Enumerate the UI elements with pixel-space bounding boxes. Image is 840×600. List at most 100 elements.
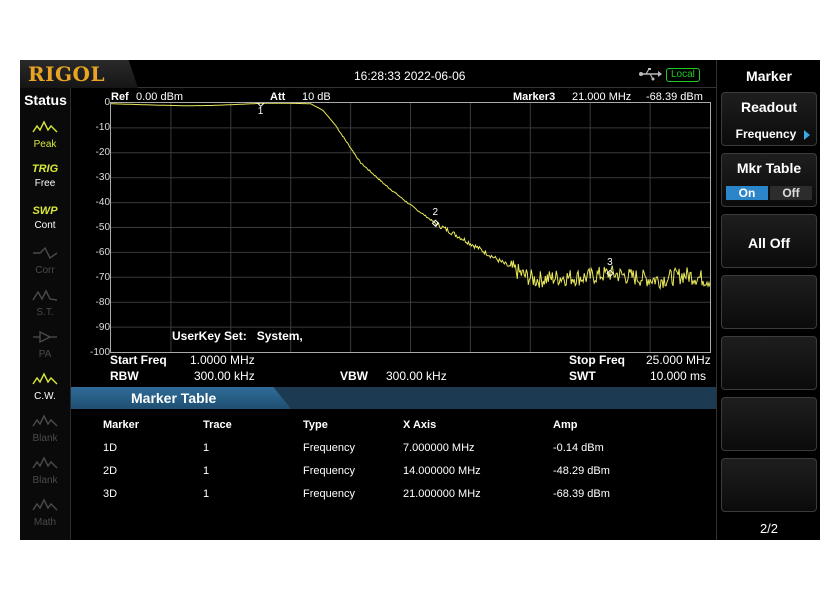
userkey-set: UserKey Set: System,	[172, 329, 303, 343]
cell-type: Frequency	[303, 465, 355, 477]
cell-type: Frequency	[303, 488, 355, 500]
start-freq-label: Start Freq	[110, 353, 167, 367]
y-tick-label: -40	[95, 197, 110, 208]
status-title: Status	[24, 92, 67, 108]
stop-freq-label: Stop Freq	[569, 353, 625, 367]
all-off-label: All Off	[748, 235, 790, 251]
att-value[interactable]: 10 dB	[302, 91, 331, 103]
softkey-menu: Marker Readout Frequency Mkr Table On Of…	[716, 60, 820, 540]
status-pa[interactable]: PA	[25, 328, 65, 364]
empty-softkey-6[interactable]	[721, 397, 817, 451]
status-trigger[interactable]: TRIG Free	[25, 160, 65, 196]
marker-table-title: Marker Table	[131, 390, 217, 406]
marker-readout-amp: -68.39 dBm	[646, 91, 703, 103]
status-blank-1-label: Blank	[32, 433, 58, 444]
status-blank-2[interactable]: Blank	[25, 454, 65, 490]
usb-icon	[639, 68, 662, 81]
cell-x-axis: 7.000000 MHz	[403, 442, 475, 454]
cell-type: Frequency	[303, 442, 355, 454]
cell-marker: 2D	[103, 465, 118, 477]
marker-table-tab: Marker Table	[71, 387, 291, 409]
cell-amp: -0.14 dBm	[553, 442, 604, 454]
y-tick-label: -50	[95, 222, 110, 233]
empty-softkey-4[interactable]	[721, 275, 817, 329]
status-st-label: S.T.	[36, 307, 54, 318]
status-corr-label: Corr	[35, 265, 55, 276]
blank-icon	[32, 456, 58, 469]
marker-readout-freq: 21.000 MHz	[572, 91, 632, 103]
brand-logo: RIGOL	[28, 62, 106, 86]
empty-softkey-5[interactable]	[721, 336, 817, 390]
ref-value[interactable]: 0.00 dBm	[136, 91, 184, 103]
blank-icon	[32, 414, 58, 427]
status-cw-label: C.W.	[34, 391, 56, 402]
status-blank-1[interactable]: Blank	[25, 412, 65, 448]
status-peak[interactable]: Peak	[25, 118, 65, 154]
stop-freq-value[interactable]: 25.000 MHz	[646, 353, 711, 367]
status-cw[interactable]: C.W.	[25, 370, 65, 406]
empty-softkey-7[interactable]	[721, 458, 817, 512]
marker-group	[257, 103, 614, 277]
marker-3-label: 3	[607, 257, 613, 269]
y-tick-label: -20	[95, 147, 110, 158]
y-tick-label: -30	[95, 172, 110, 183]
readout-label: Readout	[741, 99, 797, 115]
y-tick-label: -70	[95, 272, 110, 283]
status-blank-2-label: Blank	[32, 475, 58, 486]
swp-icon: SWP	[32, 205, 58, 217]
vbw-label: VBW	[340, 369, 368, 383]
status-corr[interactable]: Corr	[25, 244, 65, 280]
y-tick-label: -80	[95, 297, 110, 308]
rbw-value[interactable]: 300.00 kHz	[194, 369, 255, 383]
all-off-softkey[interactable]: All Off	[721, 214, 817, 268]
spectrum-graph[interactable]	[110, 102, 711, 353]
swt-value[interactable]: 10.000 ms	[650, 369, 707, 383]
userkey-value: System,	[256, 329, 303, 343]
ref-label: Ref	[111, 91, 129, 103]
status-st[interactable]: S.T.	[25, 286, 65, 322]
status-peak-label: Peak	[33, 139, 57, 150]
col-trace: Trace	[203, 419, 232, 431]
cell-marker: 1D	[103, 442, 118, 454]
att-label: Att	[270, 91, 286, 103]
start-freq-value[interactable]: 1.0000 MHz	[190, 353, 255, 367]
status-panel: Status Peak TRIG Free SWP Cont Corr S.T.…	[20, 88, 71, 540]
datetime-display: 16:28:33 2022-06-06	[354, 69, 466, 83]
marker-table-header: Marker Table	[71, 387, 716, 409]
userkey-label: UserKey Set:	[172, 329, 247, 343]
mkr-table-label: Mkr Table	[736, 160, 802, 176]
y-tick-label: -10	[95, 122, 110, 133]
logo-plate: RIGOL	[20, 60, 138, 88]
marker-1-label: 1	[257, 106, 264, 118]
spectrum-plot	[111, 103, 710, 352]
local-status-badge[interactable]: Local	[666, 68, 700, 82]
graticule	[111, 103, 710, 352]
cell-amp: -48.29 dBm	[553, 465, 610, 477]
cell-trace: 1	[203, 465, 210, 477]
cell-amp: -68.39 dBm	[553, 488, 610, 500]
status-trigger-label: Free	[34, 178, 56, 189]
y-tick-label: 0	[104, 97, 110, 108]
status-math[interactable]: Math	[25, 496, 65, 532]
marker-2-label: 2	[432, 207, 439, 219]
col-type: Type	[303, 419, 328, 431]
arrow-right-icon	[804, 130, 810, 140]
vbw-value[interactable]: 300.00 kHz	[386, 369, 447, 383]
cw-icon	[32, 372, 58, 385]
rbw-label: RBW	[110, 369, 139, 383]
y-tick-label: -90	[95, 322, 110, 333]
readout-softkey[interactable]: Readout Frequency	[721, 92, 817, 146]
marker-2-diamond	[431, 219, 440, 227]
status-pa-label: PA	[38, 349, 52, 360]
analyzer-screen: RIGOL 16:28:33 2022-06-06 Local Status P…	[20, 60, 820, 540]
mkr-table-off-toggle[interactable]: Off	[770, 186, 812, 200]
trig-icon: TRIG	[31, 163, 59, 175]
mkr-table-softkey[interactable]: Mkr Table On Off	[721, 153, 817, 207]
mkr-table-on-toggle[interactable]: On	[726, 186, 768, 200]
marker-1-diamond	[257, 103, 265, 108]
status-sweep[interactable]: SWP Cont	[25, 202, 65, 238]
trace-1	[111, 103, 710, 291]
status-math-label: Math	[33, 517, 57, 528]
cell-trace: 1	[203, 442, 210, 454]
pa-icon	[33, 330, 57, 344]
